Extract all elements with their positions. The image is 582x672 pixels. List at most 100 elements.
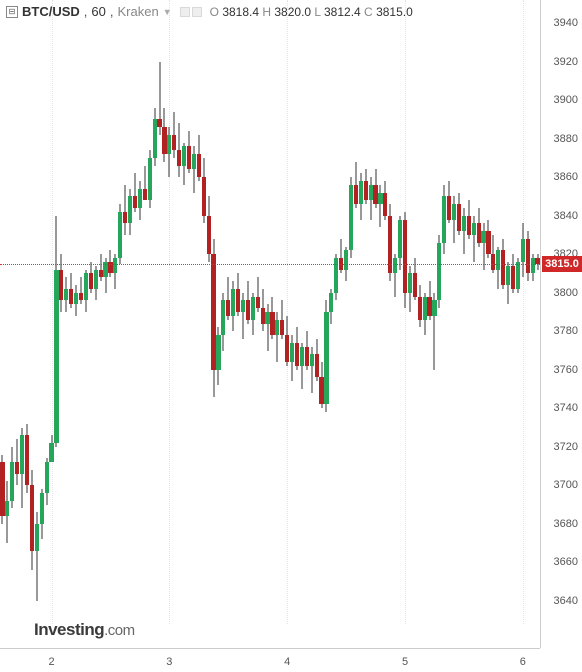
candle[interactable] [108,0,112,624]
exchange-label[interactable]: Kraken [118,4,159,19]
candle[interactable] [197,0,201,624]
candle[interactable] [477,0,481,624]
candle[interactable] [373,0,377,624]
candle[interactable] [226,0,230,624]
candle[interactable] [280,0,284,624]
candle[interactable] [35,0,39,624]
candle[interactable] [148,0,152,624]
candle[interactable] [103,0,107,624]
chevron-down-icon[interactable]: ▼ [163,7,172,17]
candle[interactable] [15,0,19,624]
candle[interactable] [133,0,137,624]
x-axis[interactable]: 23456 [0,648,540,672]
candle[interactable] [167,0,171,624]
candle[interactable] [25,0,29,624]
candle[interactable] [442,0,446,624]
candle[interactable] [10,0,14,624]
candle[interactable] [531,0,535,624]
candle[interactable] [94,0,98,624]
candle[interactable] [344,0,348,624]
candle[interactable] [447,0,451,624]
candle[interactable] [187,0,191,624]
candle[interactable] [172,0,176,624]
candle[interactable] [113,0,117,624]
candle[interactable] [413,0,417,624]
candle[interactable] [236,0,240,624]
candle[interactable] [49,0,53,624]
candle[interactable] [143,0,147,624]
candle[interactable] [256,0,260,624]
candle[interactable] [84,0,88,624]
candle[interactable] [319,0,323,624]
candle[interactable] [123,0,127,624]
candle[interactable] [467,0,471,624]
candle[interactable] [89,0,93,624]
candle[interactable] [354,0,358,624]
candle[interactable] [177,0,181,624]
candle[interactable] [192,0,196,624]
candle[interactable] [472,0,476,624]
candle[interactable] [339,0,343,624]
candle[interactable] [506,0,510,624]
candle[interactable] [437,0,441,624]
candle[interactable] [295,0,299,624]
candle[interactable] [20,0,24,624]
candle[interactable] [516,0,520,624]
candle[interactable] [59,0,63,624]
candle[interactable] [383,0,387,624]
candle[interactable] [290,0,294,624]
candle[interactable] [216,0,220,624]
candle[interactable] [138,0,142,624]
candle[interactable] [64,0,68,624]
candle[interactable] [423,0,427,624]
candle[interactable] [408,0,412,624]
symbol-label[interactable]: BTC/USD [22,4,80,19]
candle[interactable] [45,0,49,624]
candle[interactable] [54,0,58,624]
candle[interactable] [207,0,211,624]
candle[interactable] [118,0,122,624]
y-axis[interactable]: 3640366036803700372037403760378038003820… [540,0,582,648]
tool-icon-2[interactable] [192,7,202,17]
candle[interactable] [305,0,309,624]
candle[interactable] [182,0,186,624]
candle[interactable] [211,0,215,624]
candle[interactable] [221,0,225,624]
candle[interactable] [128,0,132,624]
candle[interactable] [40,0,44,624]
candle[interactable] [153,0,157,624]
candle[interactable] [378,0,382,624]
candle[interactable] [535,0,539,624]
candle[interactable] [265,0,269,624]
candle[interactable] [418,0,422,624]
candle[interactable] [462,0,466,624]
candle[interactable] [246,0,250,624]
candle[interactable] [30,0,34,624]
candle[interactable] [521,0,525,624]
candle[interactable] [486,0,490,624]
candle[interactable] [511,0,515,624]
candle[interactable] [359,0,363,624]
candle[interactable] [5,0,9,624]
candle[interactable] [364,0,368,624]
candle[interactable] [432,0,436,624]
candle[interactable] [300,0,304,624]
candle[interactable] [315,0,319,624]
candle[interactable] [369,0,373,624]
candle[interactable] [501,0,505,624]
candle[interactable] [261,0,265,624]
chart-plot[interactable] [0,0,540,648]
candle[interactable] [457,0,461,624]
candle[interactable] [481,0,485,624]
candle[interactable] [69,0,73,624]
candle[interactable] [162,0,166,624]
candle[interactable] [334,0,338,624]
candle[interactable] [398,0,402,624]
candle[interactable] [427,0,431,624]
candle[interactable] [491,0,495,624]
candle[interactable] [79,0,83,624]
candle[interactable] [241,0,245,624]
candle[interactable] [310,0,314,624]
candle[interactable] [349,0,353,624]
candle[interactable] [403,0,407,624]
